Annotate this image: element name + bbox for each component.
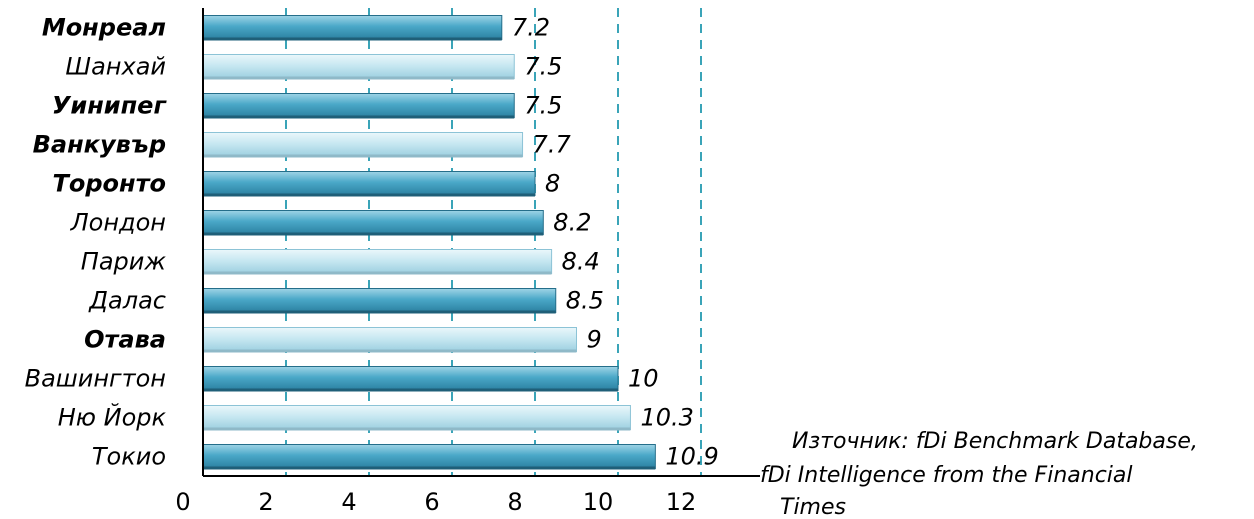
bar <box>202 327 577 352</box>
data-label: 8.4 <box>562 248 600 276</box>
bar <box>202 288 557 313</box>
bar <box>202 210 544 235</box>
category-label: Париж <box>81 248 167 276</box>
x-tick-label: 2 <box>258 488 273 516</box>
category-label: Ванкувър <box>33 131 166 159</box>
bar-shadow <box>203 76 515 80</box>
category-label: Лондон <box>70 209 166 237</box>
bar <box>202 15 503 40</box>
data-label: 8.2 <box>553 209 591 237</box>
bar <box>202 132 524 157</box>
bar <box>202 366 619 391</box>
x-tick-label: 10 <box>583 488 614 516</box>
category-label: Монреал <box>42 14 166 42</box>
category-label: Шанхай <box>65 53 166 81</box>
bar <box>202 171 536 196</box>
data-label: 10.9 <box>665 443 718 471</box>
bar-shadow <box>203 271 552 275</box>
bar-shadow <box>203 427 631 431</box>
bar-shadow <box>203 310 556 314</box>
bar <box>202 249 553 274</box>
bar-shadow <box>203 115 515 119</box>
x-tick-labels: 0 2 4 6 8 10 12 <box>175 488 696 516</box>
data-label: 7.5 <box>524 53 562 81</box>
data-label: 7.5 <box>524 92 562 120</box>
category-label: Торонто <box>52 170 166 198</box>
bar <box>202 444 656 469</box>
category-labels: Монреал Шанхай Уинипег Ванкувър Торонто Лондо… <box>25 14 168 471</box>
x-tick-label: 8 <box>507 488 522 516</box>
source-note: Източник: fDi Benchmark Database, fDi In… <box>760 429 1198 519</box>
category-label: Уинипег <box>52 92 168 120</box>
bar <box>202 54 515 79</box>
bars <box>202 15 656 470</box>
grid-lines <box>285 8 702 476</box>
bar-shadow <box>203 466 656 470</box>
bar <box>202 405 631 430</box>
data-label: 9 <box>587 326 602 354</box>
bar-shadow <box>203 154 523 158</box>
source-line-2: fDi Intelligence from the Financial <box>760 463 1133 488</box>
bar <box>202 93 515 118</box>
category-label: Ню Йорк <box>58 403 167 432</box>
data-label: 10.3 <box>640 404 693 432</box>
bar-shadow <box>203 349 577 353</box>
category-label: Токио <box>92 443 166 471</box>
category-label: Отава <box>84 326 166 354</box>
data-label: 8 <box>545 170 560 198</box>
x-tick-label: 12 <box>666 488 697 516</box>
source-line-3: Times <box>780 495 846 519</box>
source-line-1: Източник: fDi Benchmark Database, <box>792 429 1198 454</box>
bar-shadow <box>203 232 544 236</box>
data-label: 8.5 <box>566 287 604 315</box>
bar-shadow <box>203 37 502 41</box>
data-label: 7.7 <box>533 131 572 159</box>
x-tick-label: 6 <box>424 488 439 516</box>
x-tick-label: 0 <box>175 488 190 516</box>
bar-shadow <box>203 193 535 197</box>
category-label: Вашингтон <box>25 365 166 393</box>
x-tick-label: 4 <box>341 488 356 516</box>
bar-shadow <box>203 388 618 392</box>
category-label: Далас <box>88 287 166 315</box>
data-label: 10 <box>628 365 659 393</box>
data-label: 7.2 <box>512 14 550 42</box>
data-labels: 7.2 7.5 7.5 7.7 8 8.2 8.4 8.5 9 10 10.3 10.9 <box>512 14 719 471</box>
